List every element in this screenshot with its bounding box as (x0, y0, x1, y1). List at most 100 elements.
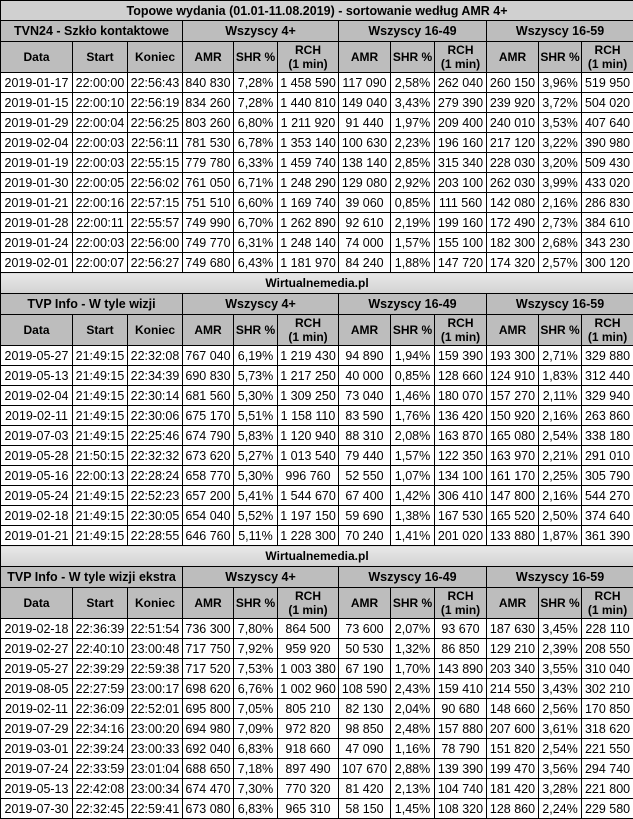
cell-rch-4plus: 1 013 540 (278, 446, 339, 466)
cell-end: 22:32:08 (128, 346, 183, 366)
cell-rch-4plus: 1 262 890 (278, 213, 339, 233)
cell-shr-16-59: 2,24% (539, 799, 582, 819)
cell-rch-4plus: 1 228 300 (278, 526, 339, 546)
cell-rch-4plus: 1 169 740 (278, 193, 339, 213)
cell-rch-16-49: 315 340 (435, 153, 487, 173)
cell-amr-16-59: 199 470 (487, 759, 539, 779)
cell-rch-4plus: 959 920 (278, 639, 339, 659)
cell-amr-4plus: 688 650 (183, 759, 234, 779)
cell-amr-16-59: 129 210 (487, 639, 539, 659)
cell-amr-4plus: 834 260 (183, 93, 234, 113)
cell-amr-4plus: 736 300 (183, 619, 234, 639)
cell-shr-16-59: 3,61% (539, 719, 582, 739)
cell-amr-16-59: 228 030 (487, 153, 539, 173)
cell-amr-16-59: 148 660 (487, 699, 539, 719)
cell-rch-16-49: 136 420 (435, 406, 487, 426)
cell-rch-16-59: 433 020 (582, 173, 633, 193)
cell-amr-4plus: 717 750 (183, 639, 234, 659)
cell-shr-4plus: 6,80% (234, 113, 278, 133)
cell-rch-16-49: 209 400 (435, 113, 487, 133)
cell-end: 22:56:11 (128, 133, 183, 153)
cell-amr-16-59: 240 010 (487, 113, 539, 133)
cell-start: 22:34:16 (73, 719, 128, 739)
cell-amr-16-49: 67 190 (339, 659, 391, 679)
cell-amr-16-49: 59 690 (339, 506, 391, 526)
cell-amr-16-59: 161 170 (487, 466, 539, 486)
source-label: Wirtualnemedia.pl (1, 273, 633, 294)
cell-end: 22:56:25 (128, 113, 183, 133)
cell-date: 2019-05-24 (1, 486, 73, 506)
cell-amr-4plus: 840 830 (183, 73, 234, 93)
cell-shr-16-49: 2,13% (391, 779, 435, 799)
cell-end: 22:56:19 (128, 93, 183, 113)
audience-group-header: Wszyscy 16-59 (487, 294, 633, 315)
cell-shr-16-59: 3,96% (539, 73, 582, 93)
col-header-amr: AMR (339, 588, 391, 619)
cell-rch-16-49: 167 530 (435, 506, 487, 526)
audience-group-header: Wszyscy 16-59 (487, 21, 633, 42)
rch-label: RCH (595, 316, 621, 330)
cell-shr-16-49: 1,41% (391, 526, 435, 546)
cell-shr-4plus: 7,05% (234, 699, 278, 719)
cell-rch-16-59: 300 120 (582, 253, 633, 273)
cell-start: 22:00:03 (73, 233, 128, 253)
cell-amr-4plus: 654 040 (183, 506, 234, 526)
cell-amr-4plus: 673 620 (183, 446, 234, 466)
cell-shr-16-49: 2,48% (391, 719, 435, 739)
cell-date: 2019-05-13 (1, 779, 73, 799)
cell-rch-16-49: 201 020 (435, 526, 487, 546)
cell-end: 22:28:55 (128, 526, 183, 546)
cell-end: 22:30:14 (128, 386, 183, 406)
cell-shr-16-49: 1,07% (391, 466, 435, 486)
col-header-shr: SHR % (234, 315, 278, 346)
cell-amr-16-49: 84 240 (339, 253, 391, 273)
cell-amr-4plus: 681 560 (183, 386, 234, 406)
cell-shr-16-59: 3,56% (539, 759, 582, 779)
cell-shr-16-49: 1,32% (391, 639, 435, 659)
cell-amr-4plus: 779 780 (183, 153, 234, 173)
cell-shr-4plus: 5,73% (234, 366, 278, 386)
col-header-date: Data (1, 42, 73, 73)
cell-rch-16-49: 128 660 (435, 366, 487, 386)
cell-shr-16-59: 2,16% (539, 406, 582, 426)
cell-shr-4plus: 6,43% (234, 253, 278, 273)
cell-amr-4plus: 674 470 (183, 779, 234, 799)
cell-rch-16-49: 203 100 (435, 173, 487, 193)
cell-amr-16-59: 181 420 (487, 779, 539, 799)
cell-amr-16-59: 165 520 (487, 506, 539, 526)
cell-amr-16-49: 107 670 (339, 759, 391, 779)
cell-amr-4plus: 749 770 (183, 233, 234, 253)
cell-shr-16-49: 0,85% (391, 193, 435, 213)
cell-rch-16-49: 262 040 (435, 73, 487, 93)
cell-shr-4plus: 7,09% (234, 719, 278, 739)
cell-rch-16-59: 519 950 (582, 73, 633, 93)
audience-group-header: Wszyscy 16-59 (487, 567, 633, 588)
cell-rch-16-59: 343 230 (582, 233, 633, 253)
cell-amr-16-59: 214 550 (487, 679, 539, 699)
cell-date: 2019-01-21 (1, 193, 73, 213)
cell-amr-4plus: 698 620 (183, 679, 234, 699)
cell-rch-4plus: 1 120 940 (278, 426, 339, 446)
cell-shr-16-49: 1,16% (391, 739, 435, 759)
col-header-end: Koniec (128, 42, 183, 73)
cell-shr-16-59: 2,57% (539, 253, 582, 273)
cell-shr-16-59: 2,73% (539, 213, 582, 233)
cell-date: 2019-02-18 (1, 506, 73, 526)
cell-amr-16-59: 193 300 (487, 346, 539, 366)
cell-shr-16-49: 2,85% (391, 153, 435, 173)
cell-amr-4plus: 675 170 (183, 406, 234, 426)
cell-amr-4plus: 749 990 (183, 213, 234, 233)
cell-rch-4plus: 1 002 960 (278, 679, 339, 699)
cell-date: 2019-03-01 (1, 739, 73, 759)
